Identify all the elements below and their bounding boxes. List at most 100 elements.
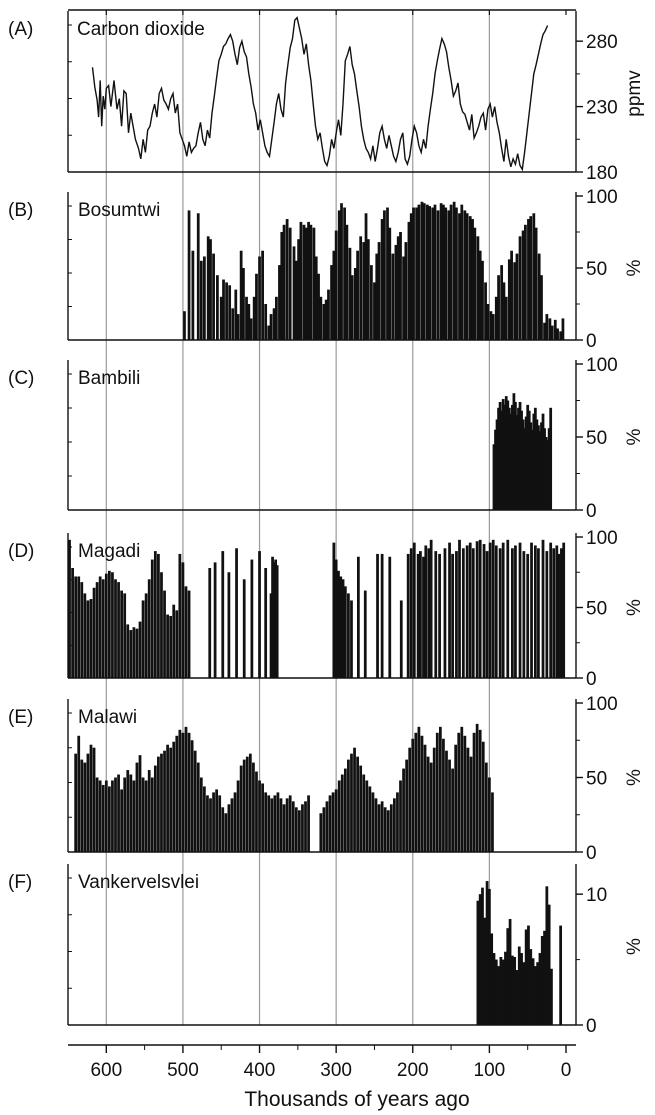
bar [540,275,543,340]
bar [132,627,136,678]
bar [166,614,169,678]
bar [476,900,480,1025]
bar [169,747,173,852]
bar [540,936,544,1025]
panel-f: 0 10% (F) Vankervelsvlei [8,864,645,1037]
y-axis-unit: % [624,938,645,955]
bar [212,253,215,340]
x-tick-label: 500 [167,1060,199,1081]
bar [191,250,195,340]
bar [341,579,345,678]
y-tick-label: 50 [586,428,607,449]
bar [501,959,505,1025]
bar [556,328,559,340]
bar [388,556,392,678]
bar [492,953,496,1025]
bar [370,265,373,340]
bar [331,792,335,852]
bar [345,224,349,340]
panel-title: Magadi [78,541,140,562]
bar [80,582,84,678]
bar [299,221,303,340]
bar [213,562,217,678]
bar [89,744,93,852]
bar [307,795,310,852]
bar [95,582,99,678]
bar [404,242,408,340]
bar [334,559,338,678]
bar [258,551,261,678]
bar [83,762,87,852]
bar [242,759,246,852]
bar [448,542,451,678]
bar [377,242,381,340]
bar [471,219,474,340]
bar [230,798,234,852]
bar [481,887,484,1025]
bar [193,750,197,852]
bar [264,304,268,340]
bar [317,273,320,340]
bar [98,780,102,852]
bar [485,551,489,678]
bar [545,314,549,340]
bar [288,227,292,340]
panel-title: Vankervelsvlei [78,872,199,893]
bar [471,548,475,678]
bar [278,265,281,340]
bar [199,260,203,340]
bar [517,946,521,1025]
bar [365,780,369,852]
bar [560,548,563,678]
bar [227,804,231,852]
bar [92,587,96,678]
bar [460,726,464,852]
y-tick-label: 100 [586,694,618,715]
bar [312,227,316,340]
bar [261,250,264,340]
panel-letter: (C) [8,368,34,389]
bar [334,230,338,340]
bar [269,314,273,340]
bar [294,807,298,852]
bar [475,723,479,852]
bar [157,756,160,852]
bar [452,201,456,340]
bar [74,753,78,852]
bar [534,227,538,340]
x-axis-label: Thousands of years ago [244,1088,469,1111]
bar [498,548,502,678]
y-tick-label: 0 [586,1016,597,1037]
y-axis-unit: % [624,599,645,616]
bar [428,206,432,340]
bar [319,296,323,340]
bar [399,232,402,340]
bar [187,732,191,852]
bar [233,792,237,852]
bar [221,551,225,678]
bar [454,744,458,852]
bar [269,593,273,678]
bar [272,308,276,340]
bar [216,275,219,340]
panel-letter: (D) [8,541,34,562]
bar [478,729,482,852]
bar [543,428,546,510]
bar [548,318,552,340]
bar [460,204,464,340]
bar [364,213,368,340]
bar [353,268,357,340]
y-tick-label: 0 [586,501,597,522]
bar [538,953,542,1025]
bar [272,562,276,678]
bar [245,296,248,340]
y-tick-label: 100 [586,528,618,549]
bar [86,753,90,852]
bar [402,256,405,340]
bar [190,740,194,852]
bar [215,789,219,852]
bar [510,548,514,678]
bar [463,210,467,340]
panel-letter: (A) [8,19,33,40]
bar [416,553,420,678]
